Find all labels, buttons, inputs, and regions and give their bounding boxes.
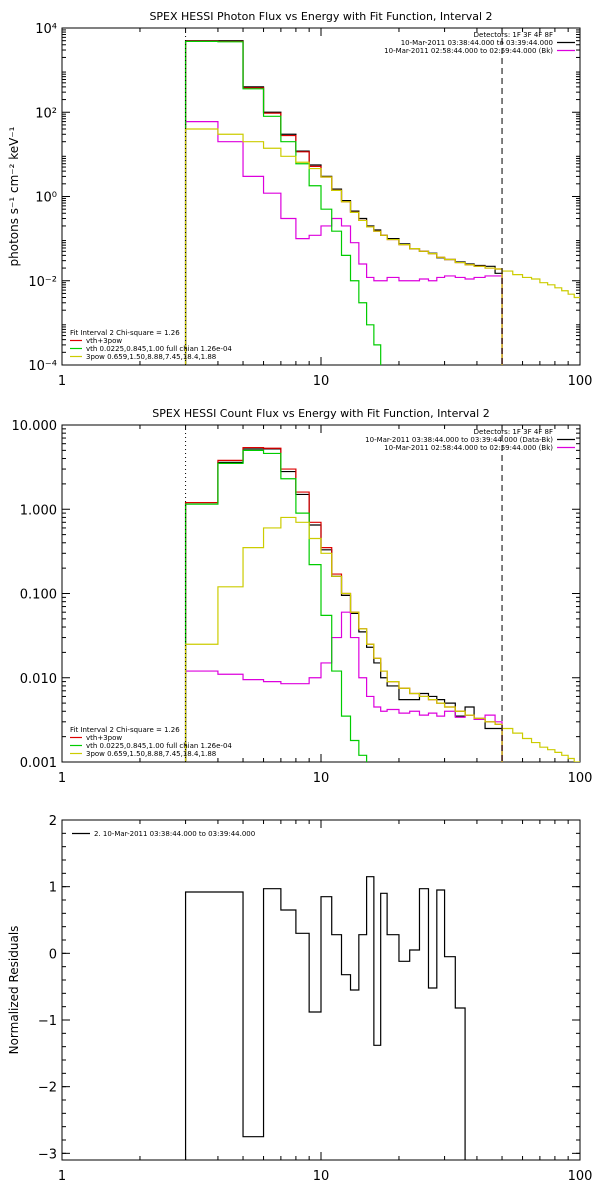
fit-legend-header: Fit Interval 2 Chi-square = 1.26 (70, 726, 180, 734)
series-line (184, 120, 503, 365)
series-line (184, 448, 503, 762)
chart-panel-1: SPEX HESSI Photon Flux vs Energy with Fi… (7, 10, 592, 389)
series-line (184, 40, 503, 365)
series-line-extension (502, 270, 580, 299)
x-tick-label: 10 (313, 1169, 330, 1184)
legend-entry-label: 2. 10-Mar-2011 03:38:44.000 to 03:39:44.… (94, 830, 255, 838)
fit-legend-entry-label: vth 0.0225,0.845,1.00 full chian 1.26e-0… (86, 345, 232, 353)
legend-header: Detectors: 1F 3F 4F 8F (474, 31, 553, 39)
chart-title: SPEX HESSI Count Flux vs Energy with Fit… (152, 407, 489, 420)
y-tick-label: 2 (49, 814, 57, 829)
legend-entry-label: 10-Mar-2011 02:58:44.000 to 02:59:44.000… (384, 47, 553, 55)
y-tick-label: 10⁰ (35, 191, 57, 206)
y-tick-label: 1.000 (20, 503, 57, 518)
x-tick-label: 10 (313, 374, 330, 389)
legend-entry-label: 10-Mar-2011 02:58:44.000 to 02:59:44.000… (384, 444, 553, 452)
series-line (184, 446, 503, 762)
fit-legend-entry-label: vth+3pow (86, 734, 122, 742)
x-tick-label: 1 (58, 374, 66, 389)
fit-legend-entry-label: vth 0.0225,0.845,1.00 full chian 1.26e-0… (86, 742, 232, 750)
y-tick-label: 0.100 (20, 588, 57, 603)
y-tick-label: −2 (38, 1081, 57, 1096)
legend-entry-label: 10-Mar-2011 03:38:44.000 to 03:39:44.000… (365, 436, 553, 444)
chart-panel-3: Normalized Residuals 1 10 100 −3 −2 −1 0 1 2 2. 10… (7, 814, 592, 1184)
fit-legend-entry-label: vth+3pow (86, 337, 122, 345)
series-line (184, 516, 503, 762)
x-tick-label: 10 (313, 771, 330, 786)
y-tick-label: 1 (49, 881, 57, 896)
y-tick-label: −1 (38, 1014, 57, 1029)
y-tick-label: 0.001 (20, 756, 57, 771)
fit-legend-entry-label: 3pow 0.659,1.50,8.88,7.45,18.4,1.88 (86, 353, 216, 361)
series-line (184, 128, 503, 365)
y-tick-label: 10⁻⁴ (28, 359, 57, 374)
x-tick-label: 100 (568, 771, 593, 786)
x-tick-label: 100 (568, 1169, 593, 1184)
y-tick-label: 10⁴ (35, 22, 57, 37)
series-line (184, 40, 503, 365)
y-axis-label: photons s⁻¹ cm⁻² keV⁻¹ (7, 126, 21, 266)
legend-header: Detectors: 1F 3F 4F 8F (474, 428, 553, 436)
x-tick-label: 1 (58, 771, 66, 786)
series-line (184, 40, 382, 365)
series-line (184, 449, 368, 762)
y-tick-label: 10² (35, 106, 57, 121)
x-tick-label: 100 (568, 374, 593, 389)
y-tick-label: −3 (38, 1147, 57, 1162)
series-group (184, 876, 466, 1160)
y-tick-label: 0 (49, 947, 57, 962)
series-group (184, 40, 580, 365)
fit-legend-entry-label: 3pow 0.659,1.50,8.88,7.45,18.4,1.88 (86, 750, 216, 758)
series-group (184, 446, 580, 762)
y-axis-label: Normalized Residuals (7, 926, 21, 1055)
y-tick-label: 0.010 (20, 672, 57, 687)
series-line (184, 876, 466, 1160)
legend-entry-label: 10-Mar-2011 03:38:44.000 to 03:39:44.000 (401, 39, 553, 47)
x-tick-label: 1 (58, 1169, 66, 1184)
chart-title: SPEX HESSI Photon Flux vs Energy with Fi… (149, 10, 492, 23)
y-tick-label: 10.000 (12, 419, 58, 434)
series-line (184, 611, 503, 762)
fit-legend-header: Fit Interval 2 Chi-square = 1.26 (70, 329, 180, 337)
chart-panel-2: SPEX HESSI Count Flux vs Energy with Fit… (12, 407, 593, 786)
series-line-extension (502, 727, 580, 762)
y-tick-label: 10⁻² (28, 275, 57, 290)
